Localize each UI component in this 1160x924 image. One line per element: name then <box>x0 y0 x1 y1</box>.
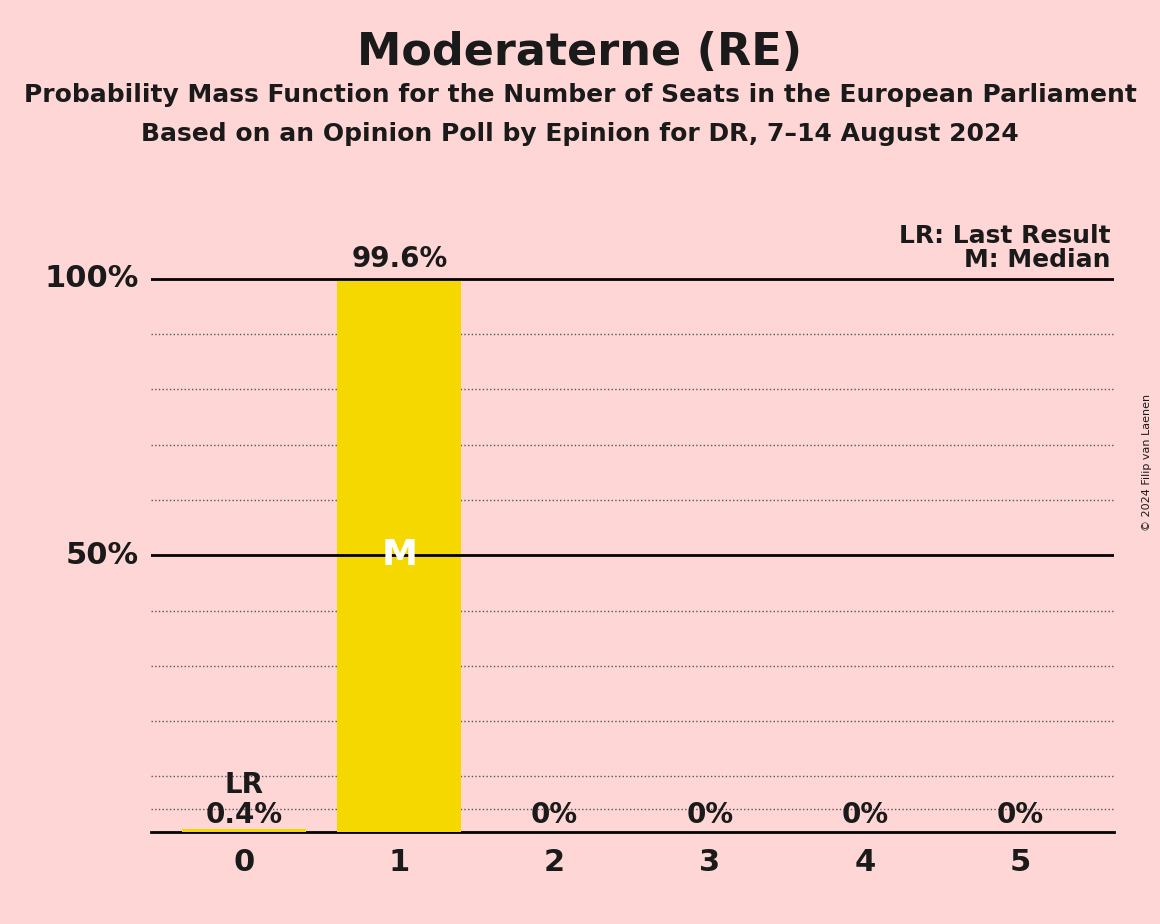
Text: 50%: 50% <box>65 541 138 570</box>
Text: Probability Mass Function for the Number of Seats in the European Parliament: Probability Mass Function for the Number… <box>23 83 1137 107</box>
Bar <box>338 281 462 832</box>
Bar <box>182 830 306 832</box>
Text: M: Median: M: Median <box>964 249 1110 273</box>
Text: © 2024 Filip van Laenen: © 2024 Filip van Laenen <box>1141 394 1152 530</box>
Text: M: M <box>382 538 418 572</box>
Text: 0%: 0% <box>996 801 1044 829</box>
Text: 0%: 0% <box>531 801 578 829</box>
Text: Based on an Opinion Poll by Epinion for DR, 7–14 August 2024: Based on an Opinion Poll by Epinion for … <box>142 122 1018 146</box>
Text: LR: Last Result: LR: Last Result <box>899 224 1110 248</box>
Text: LR: LR <box>225 771 263 798</box>
Text: Moderaterne (RE): Moderaterne (RE) <box>357 31 803 75</box>
Text: 99.6%: 99.6% <box>351 245 448 273</box>
Text: 100%: 100% <box>44 264 138 293</box>
Text: 0%: 0% <box>687 801 733 829</box>
Text: 0.4%: 0.4% <box>205 801 283 829</box>
Text: 0%: 0% <box>841 801 889 829</box>
